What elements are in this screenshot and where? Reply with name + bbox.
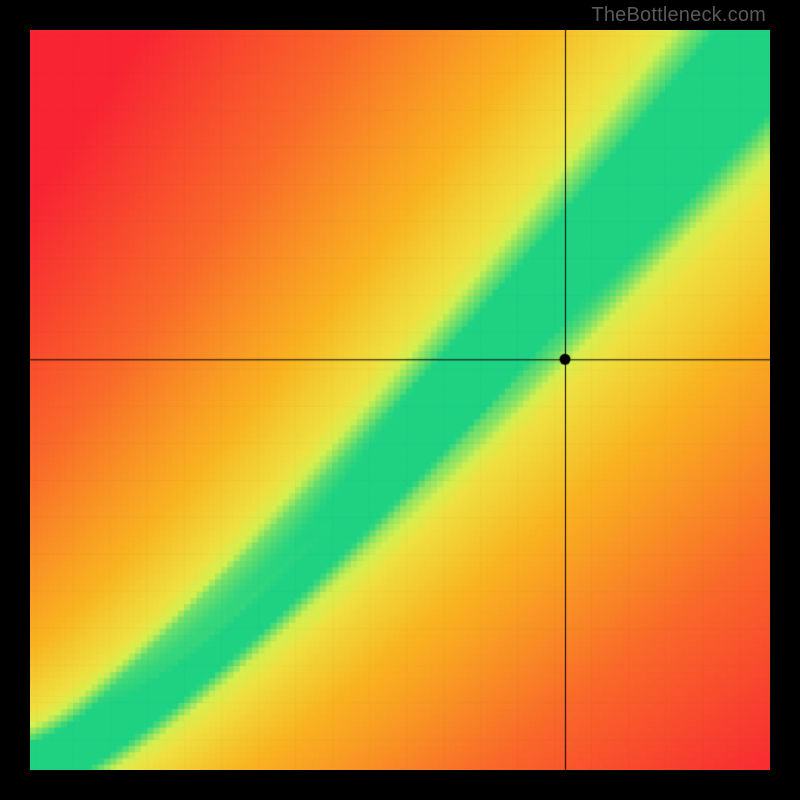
watermark-text: TheBottleneck.com: [591, 4, 766, 27]
heatmap-canvas: [30, 30, 770, 770]
heatmap-plot: [30, 30, 770, 770]
